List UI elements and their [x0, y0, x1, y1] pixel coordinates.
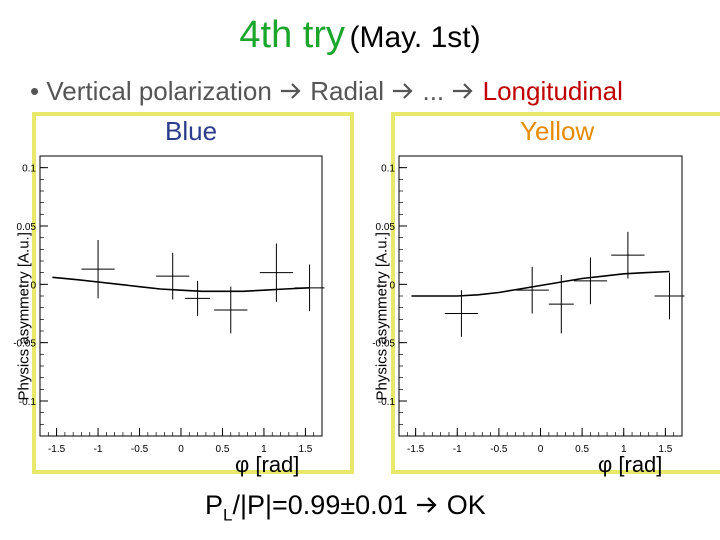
y-tick-label: -0.1: [19, 397, 37, 408]
arrow-right-icon: [453, 83, 473, 99]
x-tick-label: 1: [261, 444, 267, 455]
bullet-line: • Vertical polarization Radial ... Longi…: [30, 76, 623, 107]
x-tick-label: 1.5: [298, 444, 312, 455]
x-tick-label: -1: [94, 444, 103, 455]
x-tick-label: 0.5: [216, 444, 230, 455]
y-tick-label: 0: [30, 280, 36, 291]
x-tick-label: 1: [621, 444, 627, 455]
title-main: 4th try: [239, 14, 346, 56]
chart-panel-yellow: -1.5 -1 -0.5 0 0.5 1 1.5 -0.1 -0.05 0 0.05 0.1: [372, 112, 720, 474]
data-point: [444, 290, 479, 337]
arrow-right-icon: [393, 83, 413, 99]
y-tick-label: -0.1: [378, 397, 396, 408]
result-line: PL/|P|=0.99±0.01 OK: [205, 490, 486, 525]
data-point: [214, 286, 248, 334]
data-point: [185, 280, 211, 316]
x-axis-label-blue: φ [rad]: [235, 452, 300, 477]
y-tick-label: 0.1: [381, 164, 395, 175]
data-point: [156, 252, 190, 300]
x-tick-label: 0: [178, 444, 184, 455]
bullet-dot-icon: •: [30, 76, 40, 106]
panel-frame: [32, 112, 354, 474]
bullet-text-radial: Radial: [310, 76, 384, 106]
result-sub: L: [223, 505, 233, 525]
data-point: [259, 243, 293, 302]
result-p: P: [205, 490, 224, 520]
result-ok: OK: [446, 490, 486, 520]
data-point: [573, 257, 608, 305]
data-point: [294, 264, 325, 312]
arrow-right-icon: [417, 497, 437, 513]
y-tick-label: 0.1: [22, 164, 36, 175]
x-axis-label-yellow: φ [rad]: [598, 452, 663, 477]
y-tick-label: 0: [389, 280, 395, 291]
data-point: [81, 240, 115, 299]
x-tick-label: -1.5: [48, 444, 66, 455]
x-tick-label: -0.5: [131, 444, 149, 455]
y-tick-label: -0.05: [372, 339, 395, 350]
data-point: [654, 272, 685, 320]
x-tick-label: -1: [453, 444, 462, 455]
chart-panel-blue: -1.5 -1 -0.5 0 0.5 1 1.5 -0.1 -0.05 0 0.05 0.1: [13, 112, 354, 474]
bullet-text-longitudinal: Longitudinal: [482, 76, 623, 106]
data-point: [515, 266, 549, 314]
x-tick-label: 1.5: [658, 444, 672, 455]
data-point: [548, 275, 574, 334]
y-tick-label: 0.05: [376, 222, 396, 233]
panel-title-yellow: Yellow: [520, 116, 595, 146]
fit-curve: [411, 270, 670, 297]
y-tick-label: 0.05: [17, 222, 37, 233]
title-sub: (May. 1st): [349, 21, 481, 54]
y-axis-label-blue: Physics asymmetry [A.u.]: [15, 232, 33, 401]
panel-frame: [391, 112, 720, 474]
data-point: [611, 231, 645, 279]
slide-title: 4th try (May. 1st): [0, 14, 720, 57]
arrow-right-icon: [281, 83, 301, 99]
bullet-text-vertical: Vertical polarization: [46, 76, 272, 106]
panel-title-blue: Blue: [165, 116, 218, 146]
x-tick-label: -0.5: [490, 444, 508, 455]
y-axis-label-yellow: Physics asymmetry [A.u.]: [373, 232, 391, 401]
x-tick-label: -1.5: [407, 444, 425, 455]
result-value: /|P|=0.99±0.01: [232, 490, 408, 520]
x-tick-label: 0: [538, 444, 544, 455]
bullet-text-ellipsis: ...: [422, 76, 445, 106]
x-tick-label: 0.5: [575, 444, 589, 455]
y-tick-label: -0.05: [13, 339, 36, 350]
